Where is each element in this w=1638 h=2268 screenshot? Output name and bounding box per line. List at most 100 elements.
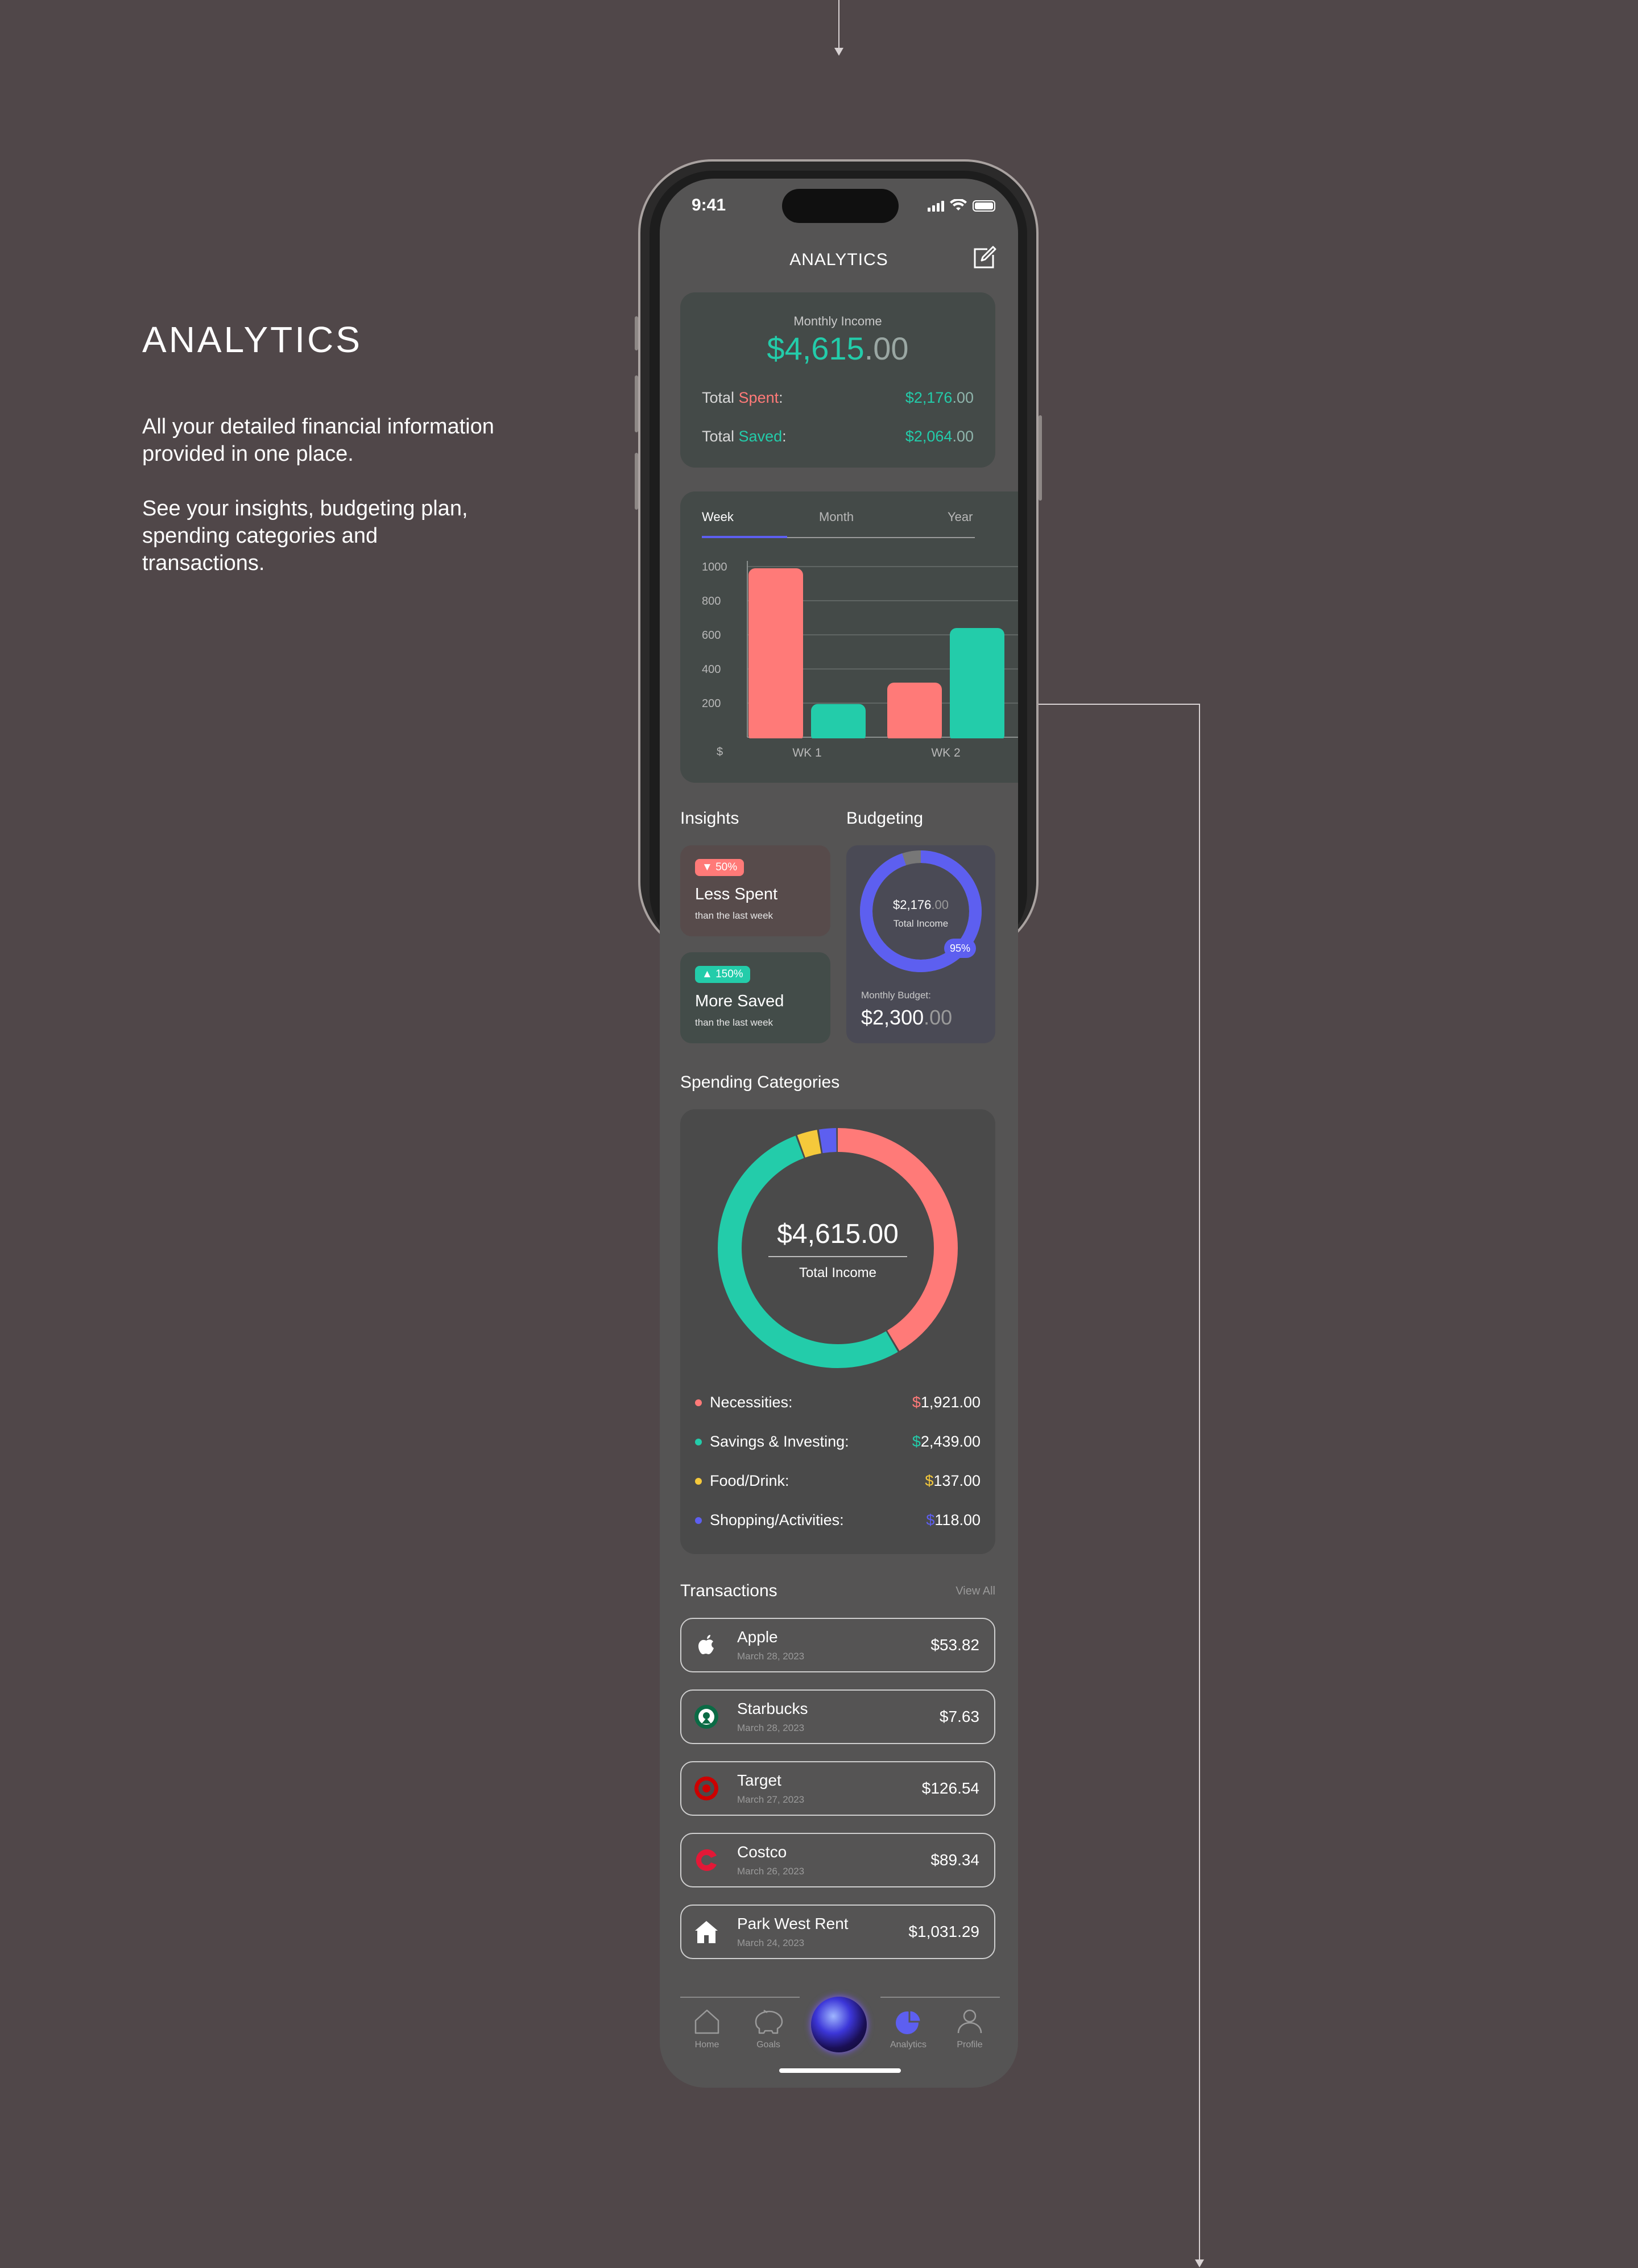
home-icon bbox=[695, 1921, 718, 1943]
legend-dot bbox=[695, 1399, 702, 1406]
badge-value: 150% bbox=[715, 968, 743, 980]
insight-subtitle: than the last week bbox=[695, 1017, 774, 1028]
tab-underline bbox=[702, 537, 975, 538]
bar bbox=[950, 628, 1004, 742]
category-row-shopping[interactable]: Shopping/Activities: $118.00 bbox=[695, 1509, 981, 1532]
cents: .00 bbox=[952, 428, 974, 445]
amount: 1,921.00 bbox=[920, 1394, 981, 1411]
insight-subtitle: than the last week bbox=[695, 910, 774, 921]
currency: $ bbox=[925, 1472, 934, 1489]
tab-year[interactable]: Year bbox=[948, 510, 973, 524]
y-unit-label: $ bbox=[717, 746, 723, 758]
page-title: ANALYTICS bbox=[789, 250, 888, 269]
insight-title: More Saved bbox=[695, 992, 784, 1010]
transaction-amount: $89.34 bbox=[930, 1851, 979, 1869]
phone-screen: 9:41 ANALYTICS Monthly Income $4,615.00 … bbox=[660, 179, 1018, 2088]
x-tick-label: WK 1 bbox=[792, 746, 821, 759]
x-tick-label: WK 2 bbox=[931, 746, 960, 759]
transaction-row[interactable]: Starbucks March 28, 2023 $7.63 bbox=[680, 1689, 995, 1744]
apple-icon bbox=[698, 1635, 714, 1654]
home-indicator bbox=[779, 2068, 901, 2073]
label-prefix: Total bbox=[702, 389, 739, 406]
donut-label: Total Income bbox=[799, 1265, 877, 1280]
tab-active-indicator bbox=[702, 536, 787, 538]
total-saved-label: Total Saved: bbox=[702, 428, 787, 445]
transaction-date: March 27, 2023 bbox=[737, 1794, 805, 1805]
tabbar-divider bbox=[680, 1997, 800, 1998]
connector-line-right bbox=[1199, 704, 1200, 2261]
amount: $2,064 bbox=[905, 428, 953, 445]
tab-month[interactable]: Month bbox=[819, 510, 854, 524]
category-row-savings[interactable]: Savings & Investing: $2,439.00 bbox=[695, 1431, 981, 1453]
transaction-amount: $126.54 bbox=[921, 1779, 979, 1797]
edit-icon[interactable] bbox=[970, 245, 998, 272]
legend-dot bbox=[695, 1439, 702, 1445]
tab-goals[interactable]: Goals bbox=[743, 2007, 794, 2050]
merchant-name: Park West Rent bbox=[737, 1915, 849, 1932]
tabbar-divider bbox=[880, 1997, 1000, 1998]
tab-label: Goals bbox=[756, 2040, 780, 2050]
category-amount: $1,921.00 bbox=[912, 1394, 981, 1411]
insight-card-less-spent[interactable]: ▼ 50% Less Spent than the last week bbox=[680, 845, 830, 936]
donut-slice bbox=[718, 1128, 958, 1368]
transaction-row[interactable]: Apple March 28, 2023 $53.82 bbox=[680, 1618, 995, 1672]
increase-badge: ▲ 150% bbox=[695, 966, 750, 983]
transaction-row[interactable]: Park West Rent March 24, 2023 $1,031.29 bbox=[680, 1905, 995, 1959]
assistant-orb-button[interactable] bbox=[811, 1997, 867, 2052]
currency: $ bbox=[912, 1433, 921, 1450]
cents: .00 bbox=[924, 1006, 953, 1029]
profile-icon bbox=[957, 2009, 982, 2034]
tab-home[interactable]: Home bbox=[681, 2007, 733, 2050]
status-icons bbox=[928, 199, 995, 212]
pie-chart-icon bbox=[896, 2009, 922, 2034]
connector-line-top bbox=[838, 0, 839, 49]
bar bbox=[748, 568, 803, 742]
category-amount: $118.00 bbox=[926, 1511, 981, 1529]
transaction-date: March 28, 2023 bbox=[737, 1651, 805, 1662]
label-suffix: : bbox=[782, 428, 787, 445]
amount: 2,439.00 bbox=[920, 1433, 981, 1450]
y-tick-label: 600 bbox=[702, 629, 721, 642]
transaction-row[interactable]: Target March 27, 2023 $126.54 bbox=[680, 1761, 995, 1816]
tab-analytics[interactable]: Analytics bbox=[883, 2007, 934, 2050]
phone-side-button bbox=[635, 316, 638, 350]
income-label: Monthly Income bbox=[793, 314, 882, 328]
insight-card-more-saved[interactable]: ▲ 150% More Saved than the last week bbox=[680, 952, 830, 1043]
percent-badge: 95% bbox=[944, 939, 977, 958]
spending-donut-chart bbox=[718, 1128, 958, 1368]
budgeting-card[interactable]: $2,176.00 Total Income 95% Monthly Budge… bbox=[846, 845, 995, 1043]
battery-icon bbox=[973, 200, 995, 212]
badge-value: 50% bbox=[715, 861, 738, 873]
transaction-date: March 28, 2023 bbox=[737, 1722, 805, 1733]
piggy-bank-icon bbox=[755, 2009, 783, 2034]
connector-line-horizontal bbox=[1039, 704, 1200, 705]
insight-title: Less Spent bbox=[695, 885, 778, 903]
amount: $2,300 bbox=[861, 1006, 924, 1029]
legend-dot bbox=[695, 1517, 702, 1524]
description-paragraph: See your insights, budgeting plan, spend… bbox=[142, 497, 468, 575]
view-all-link[interactable]: View All bbox=[956, 1585, 995, 1597]
section-title: ANALYTICS bbox=[142, 319, 362, 360]
spending-chart-card: Week Month Year 1000 800 600 400 200 $ WK 1 WK … bbox=[680, 491, 1018, 783]
bar-base-mask bbox=[680, 738, 1018, 744]
amount: 118.00 bbox=[934, 1511, 981, 1528]
transaction-amount: $53.82 bbox=[930, 1636, 979, 1654]
transaction-date: March 26, 2023 bbox=[737, 1866, 805, 1877]
category-row-food[interactable]: Food/Drink: $137.00 bbox=[695, 1470, 981, 1493]
y-tick-label: 800 bbox=[702, 595, 721, 608]
y-tick-label: 200 bbox=[702, 697, 721, 710]
label-prefix: Total bbox=[702, 428, 739, 445]
y-tick-label: 1000 bbox=[702, 561, 727, 573]
income-cents: .00 bbox=[864, 331, 909, 366]
label-word: Spent bbox=[738, 389, 779, 406]
transaction-row[interactable]: Costco March 26, 2023 $89.34 bbox=[680, 1833, 995, 1887]
category-row-necessities[interactable]: Necessities: $1,921.00 bbox=[695, 1391, 981, 1414]
amount: 137.00 bbox=[933, 1472, 981, 1489]
description-paragraph: All your detailed financial information … bbox=[142, 415, 494, 466]
total-saved-value: $2,064.00 bbox=[905, 428, 974, 445]
tab-profile[interactable]: Profile bbox=[944, 2007, 995, 2050]
currency: $ bbox=[912, 1394, 921, 1411]
tab-week[interactable]: Week bbox=[702, 510, 734, 524]
wifi-icon bbox=[950, 199, 967, 210]
decrease-badge: ▼ 50% bbox=[695, 859, 744, 876]
